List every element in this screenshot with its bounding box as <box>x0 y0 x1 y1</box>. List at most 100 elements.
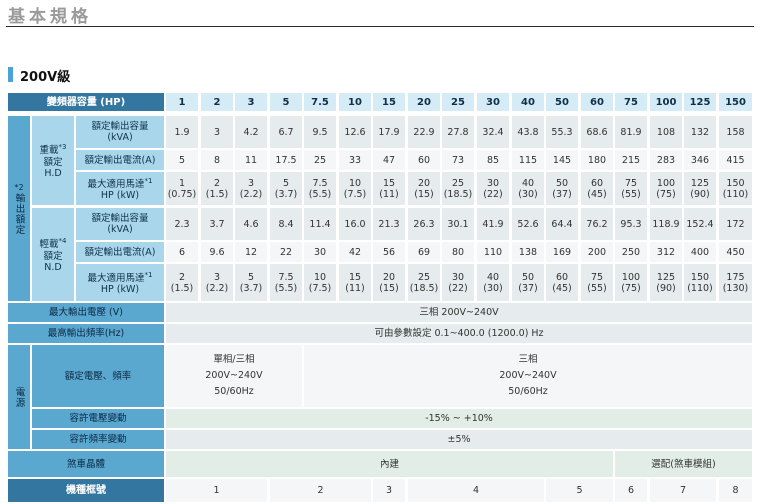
heavy-duty-title: 重載*3 <box>40 142 67 156</box>
frame-value: 7 <box>650 479 716 502</box>
hd-current-value: 215 <box>615 150 647 170</box>
rated-b-l1: 三相 <box>518 354 538 365</box>
nd-kva-value: 64.4 <box>546 208 578 240</box>
hd-kva-value: 108 <box>650 116 682 148</box>
frame-value: 8 <box>719 479 752 502</box>
hd-motor-value: 30 (22) <box>477 172 509 205</box>
hd-motor-hp: 50 <box>555 177 569 189</box>
hd-motor-value: 150 (110) <box>719 172 752 205</box>
rated-voltage-label: 額定電壓、頻率 <box>32 345 164 407</box>
hd-motor-kw: (3.7) <box>274 188 298 200</box>
hd-motor-hp: 10 <box>348 177 362 189</box>
hd-motor-kw: (11) <box>379 188 399 200</box>
capacity-header-cell: 40 <box>512 93 544 111</box>
hd-motor-hp: 2 <box>213 177 221 189</box>
hd-motor-label: 最大適用馬達*1 HP (kW) <box>76 172 164 205</box>
hd-current-label: 額定輸出電流(A) <box>76 150 164 170</box>
nd-kva-l2: (kVA) <box>107 224 133 235</box>
hd-kva-value: 68.6 <box>581 116 613 148</box>
nd-current-label: 額定輸出電流(A) <box>76 242 164 262</box>
capacity-header-cell: 75 <box>615 93 647 111</box>
heavy-duty-l2: 額定 <box>43 156 63 168</box>
hd-motor-value: 40 (30) <box>512 172 544 205</box>
hd-motor-hp: 1 <box>178 177 186 189</box>
nd-motor-hp: 7.5 <box>278 271 294 283</box>
hd-motor-kw: (90) <box>690 188 710 200</box>
output-group-label: *2 輸出額定 <box>8 116 30 301</box>
nd-motor-value: 175 (130) <box>719 264 752 301</box>
hd-current-value: 47 <box>373 150 405 170</box>
nd-motor-title: 最大適用馬達*1 <box>88 270 153 284</box>
nd-motor-kw: (3.7) <box>239 282 263 294</box>
rated-a-l1: 單相/三相 <box>213 354 255 365</box>
nd-motor-l2: HP (kW) <box>100 284 140 296</box>
nd-kva-value: 16.0 <box>339 208 371 240</box>
nd-current-value: 12 <box>235 242 267 262</box>
light-duty-label: 輕載*4 額定 N.D <box>32 208 74 301</box>
hd-kva-l2: (kVA) <box>107 132 133 143</box>
nd-motor-value: 15 (11) <box>339 264 371 301</box>
hd-kva-value: 132 <box>684 116 716 148</box>
hd-motor-hp: 150 <box>726 177 745 189</box>
hd-motor-value: 60 (45) <box>581 172 613 205</box>
nd-motor-kw: (18.5) <box>409 282 439 294</box>
nd-motor-value: 10 (7.5) <box>304 264 336 301</box>
hd-motor-title: 最大適用馬達*1 <box>88 176 153 190</box>
rated-a-l2: 200V~240V <box>205 370 263 381</box>
nd-motor-value: 25 (18.5) <box>408 264 440 301</box>
hd-kva-value: 12.6 <box>339 116 371 148</box>
capacity-header-label: 變頻器容量 (HP) <box>8 93 164 111</box>
hd-motor-value: 20 (15) <box>408 172 440 205</box>
nd-kva-label: 額定輸出容量 (kVA) <box>76 208 164 240</box>
title-divider <box>6 26 754 27</box>
hd-motor-hp: 30 <box>486 177 500 189</box>
nd-motor-value: 60 (45) <box>546 264 578 301</box>
hd-motor-value: 25 (18.5) <box>442 172 474 205</box>
hd-current-value: 60 <box>408 150 440 170</box>
hd-motor-hp: 125 <box>690 177 710 189</box>
nd-motor-value: 50 (37) <box>512 264 544 301</box>
nd-motor-hp: 30 <box>451 271 465 283</box>
rated-voltage-single-three: 單相/三相 200V~240V 50/60Hz <box>166 345 302 407</box>
nd-kva-value: 172 <box>719 208 752 240</box>
hd-motor-value: 7.5 (5.5) <box>304 172 336 205</box>
hd-motor-kw: (75) <box>656 188 676 200</box>
hd-kva-value: 43.8 <box>512 116 544 148</box>
hd-motor-l1: 最大適用馬達 <box>87 179 145 191</box>
hd-current-value: 5 <box>166 150 198 170</box>
capacity-header-cell: 25 <box>442 93 474 111</box>
nd-motor-value: 100 (75) <box>615 264 647 301</box>
heavy-duty-label: 重載*3 額定 H.D <box>32 116 74 205</box>
section-marker <box>8 67 13 82</box>
brake-builtin: 內建 <box>166 451 613 477</box>
nd-motor-kw: (2.2) <box>205 282 229 294</box>
hd-motor-kw: (2.2) <box>239 188 263 200</box>
hd-motor-hp: 5 <box>282 177 290 189</box>
rated-a-l3: 50/60Hz <box>214 386 254 397</box>
hd-kva-value: 17.9 <box>373 116 405 148</box>
nd-kva-value: 4.6 <box>235 208 267 240</box>
capacity-header-cell: 150 <box>719 93 752 111</box>
hd-motor-kw: (5.5) <box>308 188 332 200</box>
hd-motor-value: 10 (7.5) <box>339 172 371 205</box>
max-voltage-value: 三相 200V~240V <box>166 303 752 322</box>
hd-motor-hp: 60 <box>590 177 604 189</box>
hd-current-value: 11 <box>235 150 267 170</box>
nd-kva-value: 30.1 <box>442 208 474 240</box>
light-duty-title: 輕載*4 <box>40 236 67 250</box>
nd-motor-kw: (30) <box>483 282 503 294</box>
hd-current-value: 73 <box>442 150 474 170</box>
nd-kva-value: 26.3 <box>408 208 440 240</box>
nd-motor-kw: (22) <box>448 282 468 294</box>
frame-value: 5 <box>546 479 613 502</box>
nd-motor-kw: (7.5) <box>308 282 332 294</box>
nd-current-value: 169 <box>546 242 578 262</box>
nd-motor-hp: 25 <box>417 271 431 283</box>
nd-current-value: 450 <box>719 242 752 262</box>
hd-motor-value: 15 (11) <box>373 172 405 205</box>
section-title: 200V級 <box>20 70 71 85</box>
nd-current-value: 30 <box>304 242 336 262</box>
nd-kva-value: 95.3 <box>615 208 647 240</box>
hd-motor-hp: 15 <box>382 177 396 189</box>
hd-kva-value: 32.4 <box>477 116 509 148</box>
